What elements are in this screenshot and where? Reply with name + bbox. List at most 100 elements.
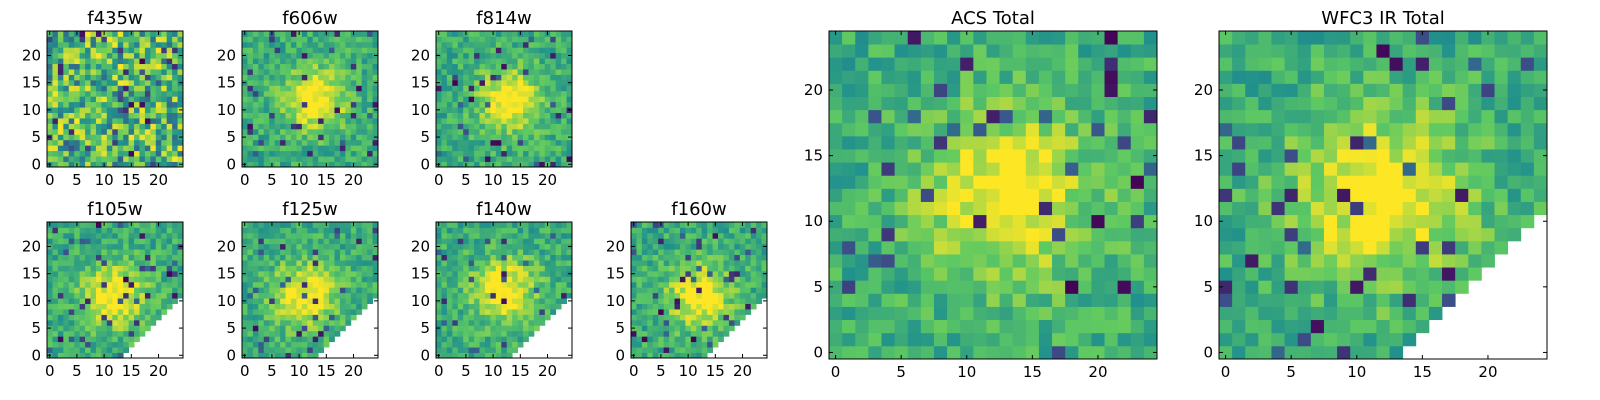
heatmap-cell <box>690 330 697 337</box>
heatmap-cell <box>679 347 686 353</box>
heatmap-cell <box>263 319 270 326</box>
heatmap-cell <box>334 112 341 119</box>
heatmap-cell <box>457 31 464 37</box>
heatmap-cell <box>446 243 453 250</box>
heatmap-cell <box>495 347 502 353</box>
heatmap-cell <box>544 36 551 43</box>
heatmap-cell <box>512 156 518 162</box>
heatmap-cell <box>128 303 135 310</box>
heatmap-cell <box>263 101 270 108</box>
heatmap-cell <box>128 47 135 54</box>
heatmap-cell <box>345 260 352 266</box>
heatmap-cell <box>79 270 86 277</box>
heatmap-cell <box>95 139 102 146</box>
heatmap-cell <box>361 281 368 288</box>
heatmap-cell <box>436 341 442 348</box>
heatmap-cell <box>112 330 119 337</box>
heatmap-cell <box>280 36 286 43</box>
heatmap-cell <box>750 303 757 310</box>
heatmap-cell <box>280 222 286 228</box>
heatmap-cell <box>312 281 319 288</box>
heatmap-cell <box>506 90 513 97</box>
heatmap-cell <box>474 287 480 294</box>
heatmap-cell <box>669 232 675 239</box>
heatmap-cell <box>274 352 281 359</box>
heatmap-cell <box>139 52 146 59</box>
heatmap-cell <box>301 96 308 103</box>
heatmap-cell <box>123 36 129 43</box>
heatmap-cell <box>172 260 178 266</box>
heatmap-cell <box>756 292 762 299</box>
heatmap-cell <box>739 281 746 288</box>
heatmap-cell <box>479 79 486 86</box>
heatmap-cell <box>652 292 659 299</box>
heatmap-cell <box>307 69 314 75</box>
heatmap-cell <box>339 41 346 48</box>
heatmap-cell <box>468 156 475 162</box>
heatmap-cell <box>868 109 882 124</box>
heatmap-cell <box>258 238 265 245</box>
heatmap-cell <box>74 276 81 283</box>
heatmap-cell <box>501 303 508 310</box>
heatmap-cell <box>463 249 470 256</box>
heatmap-cell <box>134 79 140 86</box>
heatmap-cell <box>479 325 486 332</box>
heatmap-cell <box>1130 240 1145 255</box>
heatmap-cell <box>973 175 987 189</box>
heatmap-cell <box>555 249 562 256</box>
heatmap-cell <box>90 150 97 157</box>
heatmap-cell <box>166 118 173 124</box>
heatmap-cell <box>263 90 270 97</box>
heatmap-cell <box>1025 31 1040 45</box>
heatmap-cell <box>506 47 513 54</box>
heatmap-cell <box>285 330 292 337</box>
heatmap-cell <box>1091 96 1105 111</box>
heatmap-cell <box>652 298 659 304</box>
heatmap-cell <box>285 118 292 124</box>
heatmap-cell <box>247 309 254 315</box>
heatmap-cell <box>74 112 81 119</box>
heatmap-cell <box>177 63 184 70</box>
heatmap-cell <box>242 85 248 92</box>
heatmap-cell <box>663 232 670 239</box>
heatmap-cell <box>517 69 524 75</box>
heatmap-cell <box>718 227 724 234</box>
heatmap-cell <box>728 227 735 234</box>
heatmap-cell <box>474 292 480 299</box>
heatmap-cell <box>881 293 895 307</box>
heatmap-cell <box>641 347 648 353</box>
heatmap-cell <box>669 270 675 277</box>
heatmap-cell <box>247 330 254 337</box>
heatmap-cell <box>452 352 459 359</box>
heatmap-cell <box>512 287 518 294</box>
heatmap-cell <box>296 79 303 86</box>
heatmap-cell <box>663 298 670 304</box>
heatmap-cell <box>539 314 546 321</box>
heatmap-cell <box>669 309 675 315</box>
heatmap-cell <box>285 63 292 70</box>
x-tick-label: 0 <box>240 171 250 189</box>
heatmap-cell <box>172 58 178 65</box>
heatmap-cell <box>307 123 314 130</box>
heatmap-cell <box>155 63 162 70</box>
heatmap-cell <box>323 52 330 59</box>
heatmap-cell <box>501 74 508 81</box>
heatmap-cell <box>269 96 276 103</box>
heatmap-cell <box>139 156 146 162</box>
heatmap-cell <box>641 325 648 332</box>
heatmap-cell <box>52 161 59 168</box>
heatmap-cell <box>52 265 59 272</box>
heatmap-cell <box>85 260 91 266</box>
heatmap-cell <box>512 161 518 168</box>
heatmap-cell <box>356 243 363 250</box>
heatmap-cell <box>701 314 708 321</box>
heatmap-cell <box>468 36 475 43</box>
heatmap-cell <box>960 70 974 84</box>
heatmap-cell <box>907 175 922 189</box>
heatmap-cell <box>144 238 151 245</box>
heatmap-cell <box>501 79 508 86</box>
heatmap-cell <box>1012 122 1027 137</box>
heatmap-cell <box>739 254 746 261</box>
heatmap-cell <box>106 292 113 299</box>
heatmap-cell <box>669 347 675 353</box>
